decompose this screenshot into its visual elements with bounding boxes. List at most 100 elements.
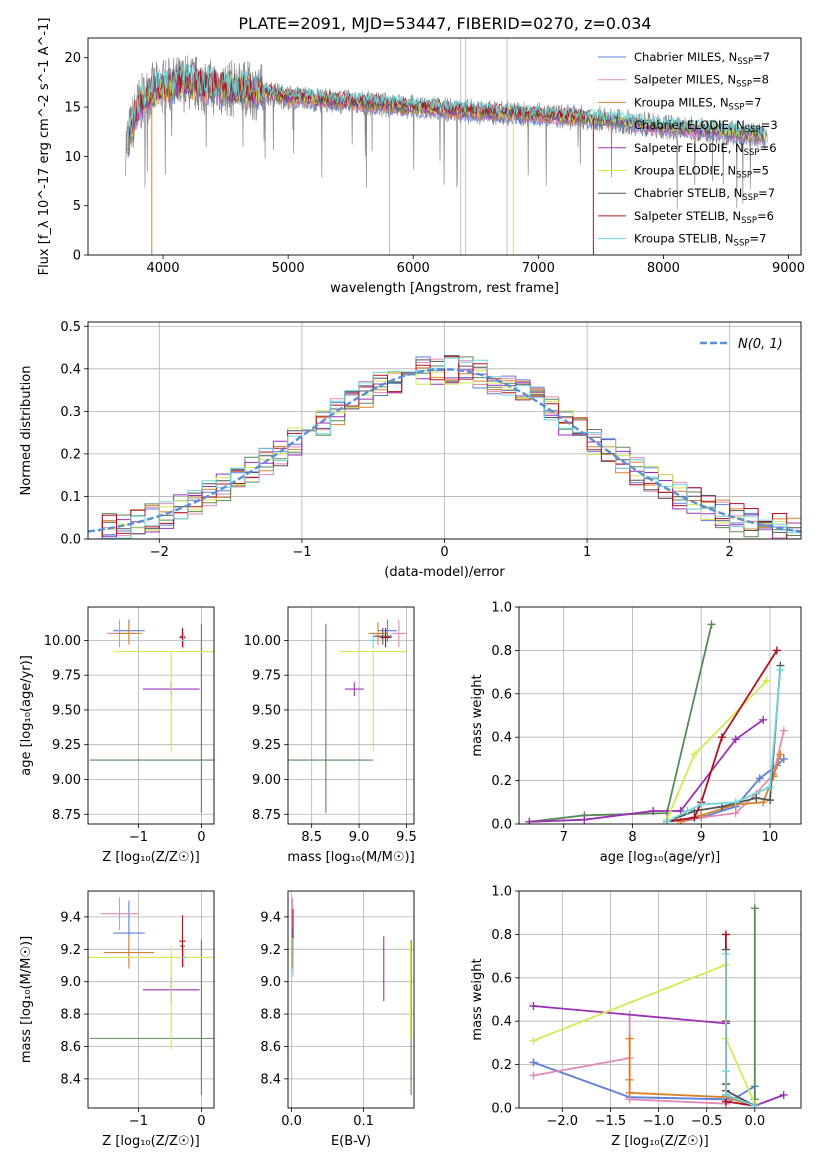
legend-label: Chabrier STELIB, NSSP=7 bbox=[634, 186, 775, 203]
weight-marker bbox=[721, 1067, 730, 1076]
y-tick-label: 1.0 bbox=[491, 885, 512, 900]
y-tick-label: 0.4 bbox=[60, 362, 81, 377]
legend-label: Chabrier ELODIE, NSSP=3 bbox=[634, 118, 778, 135]
x-tick-label: 0.0 bbox=[744, 1114, 765, 1129]
y-tick-label: 8.8 bbox=[260, 1008, 281, 1023]
weight-marker bbox=[776, 750, 785, 759]
y-tick-label: 9.2 bbox=[60, 943, 81, 958]
histogram-series bbox=[88, 357, 801, 539]
x-axis-label: Z [log₁₀(Z/Z☉)] bbox=[102, 1134, 199, 1149]
weight-marker bbox=[772, 646, 781, 655]
y-tick-label: 0.8 bbox=[491, 928, 512, 943]
weight-marker bbox=[529, 1002, 538, 1011]
y-tick-label: 20 bbox=[64, 51, 81, 66]
weight-series bbox=[533, 963, 756, 1105]
y-tick-label: 9.50 bbox=[52, 703, 81, 718]
x-tick-label: −1 bbox=[129, 1114, 148, 1129]
y-tick-label: 9.2 bbox=[260, 943, 281, 958]
legend: Chabrier MILES, NSSP=7 Salpeter MILES, NS… bbox=[598, 50, 778, 249]
weight-marker bbox=[750, 1101, 759, 1108]
weight-marker bbox=[721, 1090, 730, 1099]
y-axis-label: mass [log₁₀(M/M☉)] bbox=[19, 936, 34, 1063]
axes-frame bbox=[87, 37, 802, 256]
x-tick-label: 0 bbox=[440, 545, 448, 560]
x-axis-label: Z [log₁₀(Z/Z☉)] bbox=[102, 850, 199, 865]
y-axis-label: age [log₁₀(age/yr)] bbox=[19, 655, 34, 776]
y-tick-label: 5 bbox=[73, 199, 81, 214]
weight-marker bbox=[776, 665, 785, 674]
y-tick-label: 8.4 bbox=[260, 1072, 281, 1087]
weight-series bbox=[666, 669, 782, 823]
y-tick-label: 8.75 bbox=[252, 808, 281, 823]
panel-weight_vs_age: 7 8 9 10 0.0 0.2 0.4 0.6 0.8 1.0 age [log₁₀(age/yr… bbox=[470, 601, 802, 865]
plot-area-spectrum bbox=[125, 38, 768, 255]
x-tick-label: 9.5 bbox=[396, 830, 417, 845]
weight-marker bbox=[662, 817, 671, 824]
axes-frame bbox=[87, 321, 802, 540]
x-tick-label: 4000 bbox=[147, 261, 180, 276]
weight-marker bbox=[717, 733, 726, 742]
weight-marker bbox=[721, 930, 730, 939]
x-tick-label: 9.0 bbox=[349, 830, 370, 845]
x-tick-label: 7 bbox=[560, 830, 568, 845]
plot-area-age_vs_mass bbox=[288, 619, 407, 813]
x-axis-label: age [log₁₀(age/yr)] bbox=[600, 850, 721, 865]
weight-series bbox=[725, 934, 755, 1107]
axes-frame bbox=[287, 606, 415, 825]
y-tick-label: 0.0 bbox=[491, 1102, 512, 1117]
weight-series bbox=[529, 719, 764, 823]
model-spectrum bbox=[127, 63, 765, 149]
panel-residuals: −2 −1 0 1 2 0.0 0.1 0.2 0.3 0.4 0.5 (data-model)/er… bbox=[19, 320, 802, 580]
x-axis-label: wavelength [Angstrom, rest frame] bbox=[330, 281, 559, 296]
y-tick-label: 9.00 bbox=[52, 773, 81, 788]
weight-marker bbox=[779, 726, 788, 735]
y-tick-label: 0.1 bbox=[60, 490, 81, 505]
y-tick-label: 8.8 bbox=[60, 1008, 81, 1023]
y-axis-label: mass weight bbox=[470, 958, 485, 1040]
y-tick-label: 8.4 bbox=[60, 1072, 81, 1087]
plot-area-weight_vs_age bbox=[525, 620, 788, 824]
axes-frame bbox=[518, 606, 802, 825]
x-tick-label: 8.5 bbox=[301, 830, 322, 845]
weight-marker bbox=[762, 676, 771, 685]
weight-marker bbox=[731, 798, 740, 807]
weight-marker bbox=[697, 800, 706, 809]
legend-label: N(0, 1) bbox=[738, 337, 783, 352]
y-tick-label: 9.75 bbox=[252, 669, 281, 684]
weight-marker bbox=[690, 750, 699, 759]
y-tick-label: 0.8 bbox=[491, 644, 512, 659]
y-tick-label: 9.50 bbox=[252, 703, 281, 718]
y-tick-label: 8.6 bbox=[60, 1040, 81, 1055]
legend-label: Salpeter ELODIE, NSSP=6 bbox=[634, 141, 777, 158]
weight-series bbox=[725, 949, 756, 1107]
y-tick-label: 0.6 bbox=[491, 687, 512, 702]
panel-age_vs_mass: 8.5 9.0 9.5 8.75 9.00 9.25 9.50 9.75 10.00 mass [… bbox=[244, 606, 417, 865]
gaussian-curve bbox=[88, 368, 801, 533]
y-axis-label: Normed distribution bbox=[19, 366, 34, 496]
x-tick-label: 8 bbox=[628, 830, 636, 845]
y-tick-label: 9.0 bbox=[260, 975, 281, 990]
x-tick-label: −1.5 bbox=[595, 1114, 627, 1129]
y-tick-label: 9.00 bbox=[252, 773, 281, 788]
x-axis-label: E(B-V) bbox=[331, 1134, 371, 1149]
x-tick-label: −0.5 bbox=[691, 1114, 723, 1129]
weight-marker bbox=[752, 793, 761, 802]
y-tick-label: 0.0 bbox=[491, 818, 512, 833]
y-tick-label: 9.0 bbox=[60, 975, 81, 990]
y-tick-label: 0.4 bbox=[491, 731, 512, 746]
y-axis-label: mass weight bbox=[470, 674, 485, 756]
weight-marker bbox=[779, 1090, 788, 1099]
weight-marker bbox=[755, 774, 764, 783]
weight-marker bbox=[529, 1071, 538, 1080]
x-tick-label: 5000 bbox=[272, 261, 305, 276]
plot-area-weight_vs_Z bbox=[529, 904, 788, 1108]
axes-frame bbox=[87, 606, 215, 825]
weight-marker bbox=[731, 735, 740, 744]
weight-series bbox=[529, 624, 713, 823]
y-tick-label: 10.00 bbox=[44, 634, 81, 649]
axes-frame bbox=[518, 890, 802, 1109]
weight-marker bbox=[529, 1058, 538, 1067]
x-tick-label: 0.1 bbox=[353, 1114, 374, 1129]
x-tick-label: 9000 bbox=[772, 261, 805, 276]
weight-marker bbox=[625, 1034, 634, 1043]
